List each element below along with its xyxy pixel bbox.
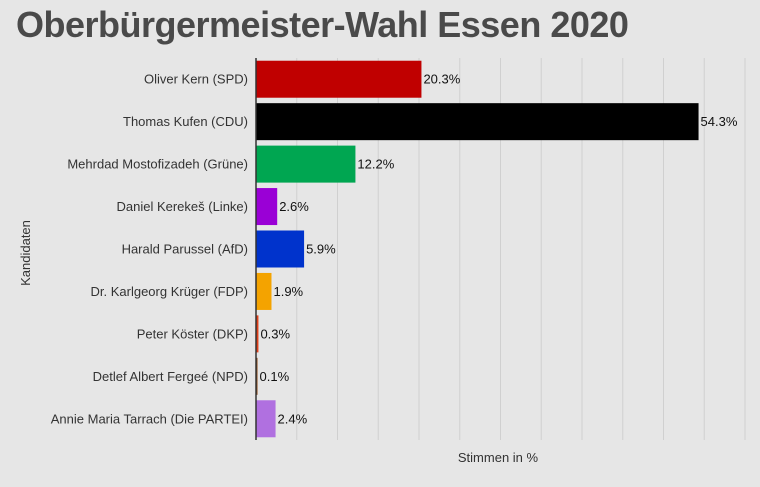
chart-title: Oberbürgermeister-Wahl Essen 2020 bbox=[16, 4, 629, 45]
value-label: 5.9% bbox=[306, 242, 336, 257]
bar bbox=[256, 315, 259, 353]
value-label: 2.6% bbox=[279, 199, 309, 214]
category-label: Dr. Karlgeorg Krüger (FDP) bbox=[91, 284, 249, 299]
value-label: 54.3% bbox=[701, 114, 738, 129]
category-labels: Oliver Kern (SPD) Thomas Kufen (CDU) Mehrd… bbox=[51, 72, 248, 427]
value-label: 0.3% bbox=[260, 326, 290, 341]
category-label: Oliver Kern (SPD) bbox=[144, 72, 248, 87]
y-axis-title: Kandidaten bbox=[18, 220, 33, 286]
value-label: 12.2% bbox=[357, 157, 394, 172]
bars bbox=[256, 60, 699, 438]
category-label: Mehrdad Mostofizadeh (Grüne) bbox=[67, 157, 248, 172]
bar bbox=[256, 272, 272, 310]
value-label: 2.4% bbox=[278, 411, 308, 426]
x-axis-title: Stimmen in % bbox=[458, 450, 539, 465]
value-label: 0.1% bbox=[260, 369, 290, 384]
category-label: Detlef Albert Fergeé (NPD) bbox=[93, 369, 248, 384]
value-label: 1.9% bbox=[273, 284, 303, 299]
bar bbox=[256, 60, 422, 98]
category-label: Thomas Kufen (CDU) bbox=[123, 114, 248, 129]
bar bbox=[256, 400, 276, 438]
category-label: Peter Köster (DKP) bbox=[137, 326, 248, 341]
bar bbox=[256, 230, 305, 268]
bar bbox=[256, 188, 278, 226]
category-label: Annie Maria Tarrach (Die PARTEI) bbox=[51, 411, 248, 426]
bar bbox=[256, 103, 699, 141]
value-label: 20.3% bbox=[423, 72, 460, 87]
value-labels: 20.3% 54.3% 12.2% 2.6% 5.9% 1.9% 0.3% 0.1% 2.4% bbox=[260, 72, 738, 427]
bar bbox=[256, 145, 356, 183]
category-label: Harald Parussel (AfD) bbox=[122, 242, 248, 257]
category-label: Daniel Kerekeš (Linke) bbox=[116, 199, 248, 214]
